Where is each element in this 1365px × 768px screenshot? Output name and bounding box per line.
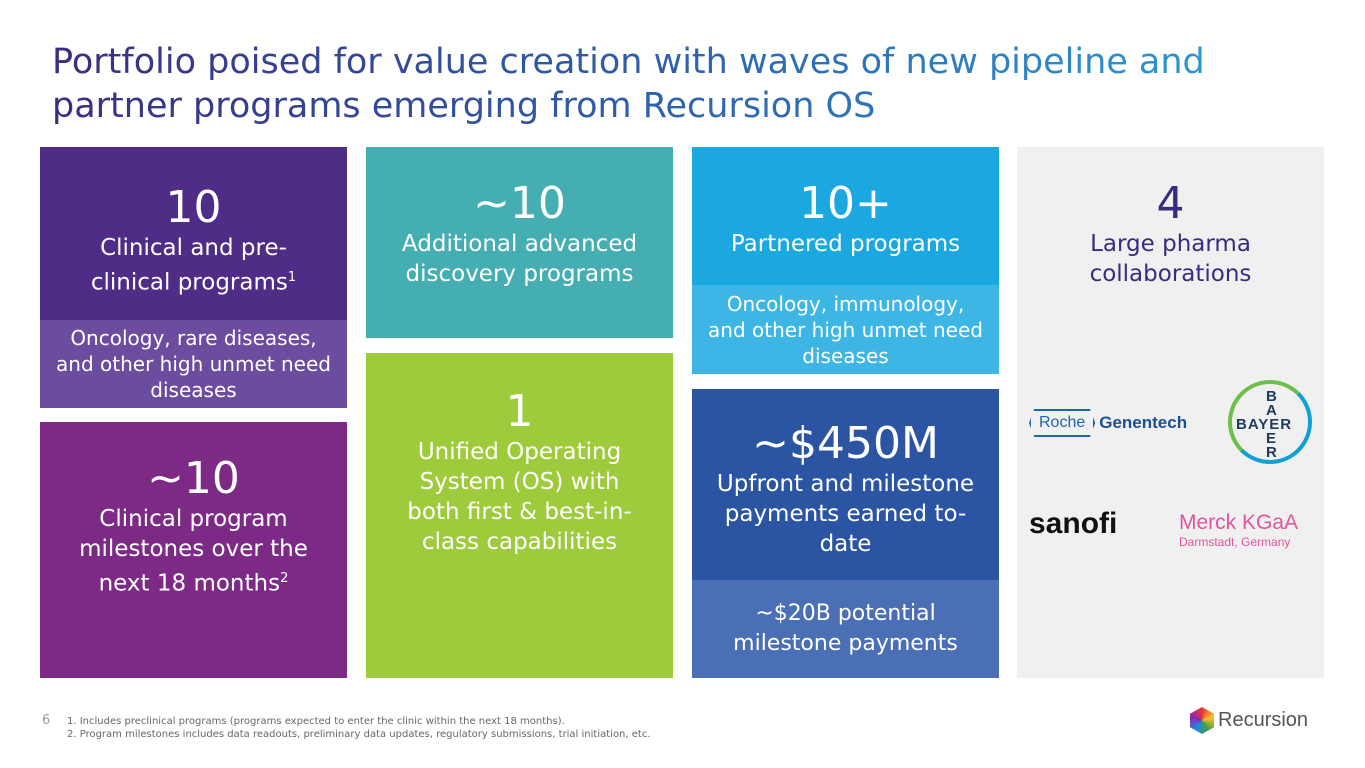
card-label: Upfront and milestone payments earned to…: [716, 471, 975, 557]
card-label: Additional advanced discovery programs: [401, 231, 638, 287]
card-number: 10: [165, 182, 222, 233]
footnote-ref: 2: [280, 571, 289, 586]
card-label: Unified Operating System (OS) with both …: [407, 439, 632, 555]
card-subtitle: Oncology, rare diseases, and other high …: [40, 320, 347, 408]
card-subtitle: Oncology, immunology, and other high unm…: [692, 285, 999, 374]
card-number: 10+: [799, 178, 892, 229]
card-label: Partnered programs: [730, 231, 961, 257]
footnote: 1. Includes preclinical programs (progra…: [67, 716, 565, 727]
card-payments: ~$450M Upfront and milestone payments ea…: [692, 389, 999, 678]
page-number: 6: [42, 713, 51, 728]
sanofi-logo: sanofi: [1029, 507, 1118, 540]
card-pharma-collaborations: 4 Large pharma collaborations Roche Gene…: [1017, 147, 1324, 678]
recursion-hexagon-icon: [1190, 707, 1214, 734]
card-discovery-programs: ~10 Additional advanced discovery progra…: [366, 147, 673, 338]
genentech-logo: Genentech: [1099, 413, 1188, 432]
footnotes: 1. Includes preclinical programs (progra…: [67, 715, 651, 741]
roche-logo: Roche: [1029, 409, 1096, 437]
roche-genentech-logo: Roche Genentech: [1029, 409, 1187, 437]
card-clinical-milestones: ~10 Clinical program milestones over the…: [40, 422, 347, 678]
footnote-ref: 1: [287, 270, 297, 285]
card-number: 4: [1156, 178, 1185, 229]
card-operating-system: 1 Unified Operating System (OS) with bot…: [366, 353, 673, 678]
footnote: 2. Program milestones includes data read…: [67, 729, 651, 740]
card-number: ~$450M: [752, 418, 939, 469]
card-number: 1: [505, 386, 534, 437]
card-clinical-programs: 10 Clinical and pre-clinical programs1 O…: [40, 147, 347, 408]
card-label: Large pharma collaborations: [1089, 231, 1252, 287]
card-number: ~10: [473, 178, 566, 229]
recursion-logo: Recursion: [1190, 707, 1308, 734]
card-label: Clinical program milestones over the nex…: [79, 506, 308, 597]
card-partnered-programs: 10+ Partnered programs Oncology, immunol…: [692, 147, 999, 374]
card-number: ~10: [147, 453, 240, 504]
merck-logo: Merck KGaA Darmstadt, Germany: [1179, 511, 1299, 549]
card-label: Clinical and pre-clinical programs: [90, 235, 288, 296]
card-subtitle: ~$20B potential milestone payments: [692, 580, 999, 678]
bayer-logo: B A BAYER E R: [1228, 380, 1312, 464]
page-title: Portfolio poised for value creation with…: [52, 40, 1342, 128]
